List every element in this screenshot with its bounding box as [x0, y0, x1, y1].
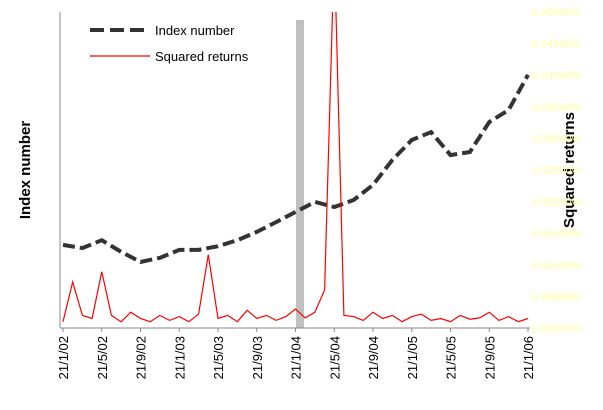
y2-tick-label: 0.00000%: [532, 323, 582, 335]
series-line: [62, 73, 530, 265]
x-tick-label: 21/5/03: [211, 336, 226, 379]
x-tick-label: 21/9/04: [366, 336, 381, 379]
x-tick-label: 21/5/02: [95, 336, 110, 379]
y2-axis-title: Squared returns: [561, 112, 578, 228]
y2-tick-label: 0.04500%: [532, 39, 582, 51]
y2-tick-label: 0.01500%: [532, 228, 582, 240]
x-tick-label: 21/1/04: [289, 336, 304, 379]
x-tick-label: 21/9/05: [482, 336, 497, 379]
plot-area: [62, 12, 530, 323]
y-axis-title: Index number: [17, 121, 34, 220]
y2-tick-label: 0.00500%: [532, 291, 582, 303]
x-tick-label: 21/9/02: [134, 336, 149, 379]
x-tick-label: 21/1/05: [405, 336, 420, 379]
y2-tick-label: 0.02000%: [532, 197, 582, 209]
x-tick-label: 21/1/02: [56, 336, 71, 379]
y2-tick-label: 0.05000%: [532, 7, 582, 19]
legend-label: Index number: [155, 23, 235, 38]
y2-tick-label: 0.04000%: [532, 70, 582, 82]
x-tick-label: 21/1/06: [521, 336, 536, 379]
x-tick-label: 21/5/04: [327, 336, 342, 379]
x-tick-label: 21/5/05: [444, 336, 459, 379]
x-tick-label: 21/9/03: [250, 336, 265, 379]
series-line: [62, 12, 529, 323]
y2-tick-label: 0.03500%: [532, 102, 582, 114]
y2-tick-label: 0.02500%: [532, 165, 582, 177]
x-tick-label: 21/1/03: [172, 336, 187, 379]
y2-tick-label: 0.01000%: [532, 260, 582, 272]
legend-label: Squared returns: [155, 49, 249, 64]
y2-tick-label: 0.03000%: [532, 133, 582, 145]
highlight-band: [296, 20, 304, 328]
